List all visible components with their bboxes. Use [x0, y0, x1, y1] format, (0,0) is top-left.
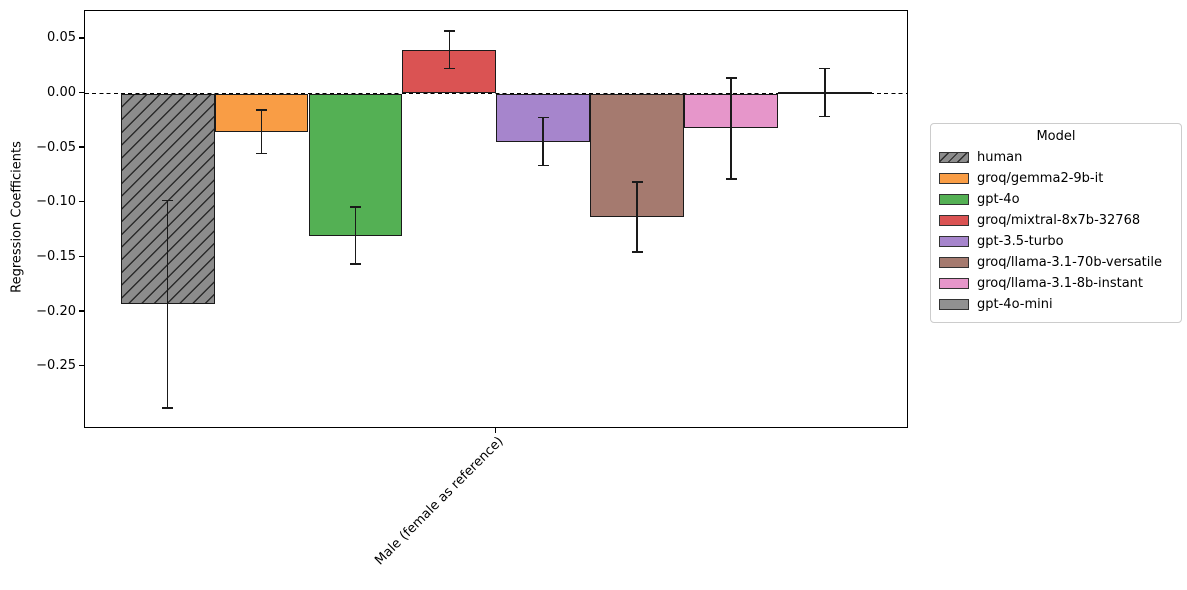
legend-label-groq-mixtral-8x7b-32768: groq/mixtral-8x7b-32768	[977, 213, 1141, 228]
errorbar-cap-top-groq-mixtral-8x7b-32768	[443, 30, 455, 32]
y-tick-mark	[79, 146, 84, 148]
legend-swatch-gpt-4o-mini	[939, 299, 969, 310]
errorbar-cap-bottom-groq-llama-3-1-70b-versatile	[631, 251, 643, 253]
errorbar-cap-bottom-gpt-4o	[349, 263, 361, 265]
plot-area	[84, 10, 908, 428]
legend-swatch-groq-mixtral-8x7b-32768	[939, 215, 969, 226]
legend-swatch-groq-llama-3-1-8b-instant	[939, 278, 969, 289]
legend-swatch-gpt-4o	[939, 194, 969, 205]
y-tick-label: −0.20	[36, 303, 76, 319]
legend-item-groq-mixtral-8x7b-32768: groq/mixtral-8x7b-32768	[939, 210, 1173, 231]
errorbar-cap-top-groq-llama-3-1-8b-instant	[725, 77, 737, 79]
errorbar-line-groq-mixtral-8x7b-32768	[448, 31, 451, 69]
y-tick-label: −0.25	[36, 358, 76, 374]
errorbar-cap-top-groq-llama-3-1-70b-versatile	[631, 181, 643, 183]
legend-swatch-groq-gemma2-9b-it	[939, 173, 969, 184]
y-tick-label: −0.10	[36, 194, 76, 210]
errorbar-cap-top-gpt-4o	[349, 206, 361, 208]
legend-label-human: human	[977, 150, 1023, 165]
errorbar-cap-top-gpt-4o-mini	[819, 67, 831, 70]
legend-items: human groq/gemma2-9b-it gpt-4o groq/mixtral…	[939, 147, 1173, 315]
errorbar-cap-bottom-gpt-4o-mini	[819, 115, 831, 118]
legend-item-groq-llama-3-1-70b-versatile: groq/llama-3.1-70b-versatile	[939, 252, 1173, 273]
y-tick-mark	[79, 310, 84, 312]
errorbar-line-groq-llama-3-1-70b-versatile	[636, 182, 638, 252]
errorbar-cap-top-gpt-3-5-turbo	[537, 116, 549, 119]
errorbar-line-human	[166, 200, 169, 409]
legend-item-gpt-4o-mini: gpt-4o-mini	[939, 294, 1173, 315]
y-tick-mark	[79, 37, 84, 39]
errorbar-cap-top-groq-gemma2-9b-it	[256, 109, 268, 111]
legend-title: Model	[1036, 129, 1076, 144]
errorbar-cap-bottom-groq-llama-3-1-8b-instant	[725, 177, 737, 180]
zero-reference-line	[85, 92, 907, 95]
legend-swatch-human	[939, 152, 969, 163]
legend-item-groq-gemma2-9b-it: groq/gemma2-9b-it	[939, 168, 1173, 189]
y-tick-mark	[79, 365, 84, 367]
errorbar-cap-bottom-groq-gemma2-9b-it	[256, 152, 268, 155]
legend-label-gpt-3-5-turbo: gpt-3.5-turbo	[977, 234, 1064, 249]
x-tick-label: Male (female as reference)	[372, 434, 507, 569]
y-tick-mark	[79, 91, 84, 94]
legend-label-gpt-4o: gpt-4o	[977, 192, 1020, 207]
y-tick-label: 0.00	[47, 85, 76, 100]
legend-label-groq-llama-3-1-70b-versatile: groq/llama-3.1-70b-versatile	[977, 255, 1163, 270]
errorbar-cap-bottom-human	[162, 407, 174, 410]
legend-item-gpt-4o: gpt-4o	[939, 189, 1173, 210]
legend-swatch-gpt-3-5-turbo	[939, 236, 969, 247]
legend-item-human: human	[939, 147, 1173, 168]
errorbar-line-gpt-4o-mini	[824, 68, 826, 117]
y-tick-label: 0.05	[47, 30, 76, 46]
legend: Model human groq/gemma2-9b-it gpt-4o groq/m…	[930, 123, 1182, 323]
y-tick-label: −0.05	[36, 139, 76, 155]
x-tick-mark	[494, 428, 497, 433]
errorbar-cap-top-human	[162, 199, 174, 202]
errorbar-line-gpt-4o	[354, 207, 357, 264]
errorbar-line-groq-gemma2-9b-it	[260, 109, 263, 154]
errorbar-line-groq-llama-3-1-8b-instant	[730, 78, 732, 179]
legend-label-groq-llama-3-1-8b-instant: groq/llama-3.1-8b-instant	[977, 276, 1144, 291]
errorbar-cap-bottom-groq-mixtral-8x7b-32768	[443, 67, 455, 70]
y-axis-label: Regression Coefficients	[9, 141, 25, 293]
legend-label-gpt-4o-mini: gpt-4o-mini	[977, 297, 1053, 312]
errorbar-line-gpt-3-5-turbo	[542, 117, 545, 166]
legend-item-gpt-3-5-turbo: gpt-3.5-turbo	[939, 231, 1173, 252]
legend-item-groq-llama-3-1-8b-instant: groq/llama-3.1-8b-instant	[939, 273, 1173, 294]
legend-label-groq-gemma2-9b-it: groq/gemma2-9b-it	[977, 171, 1104, 186]
y-tick-label: −0.15	[36, 248, 76, 264]
y-tick-mark	[79, 255, 84, 258]
errorbar-cap-bottom-gpt-3-5-turbo	[537, 164, 549, 167]
y-tick-mark	[79, 201, 84, 203]
legend-swatch-groq-llama-3-1-70b-versatile	[939, 257, 969, 268]
